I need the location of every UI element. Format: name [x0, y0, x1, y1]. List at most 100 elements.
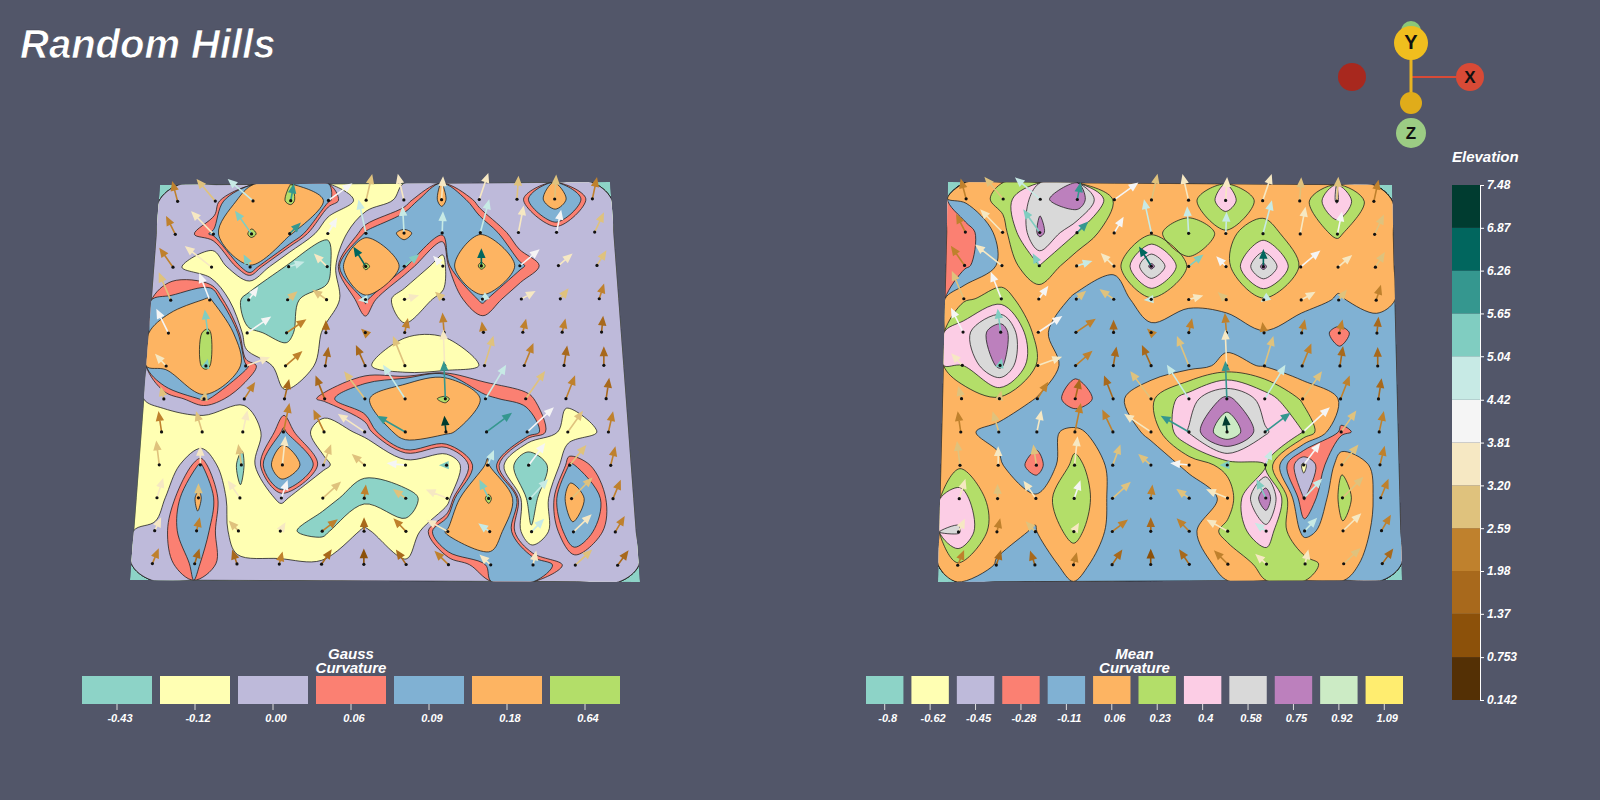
normal-arrow [1304, 480, 1321, 498]
normal-arrow [1298, 179, 1304, 201]
arrow-base [363, 397, 366, 400]
normal-arrow [1143, 347, 1151, 366]
normal-arrow [1077, 223, 1087, 233]
tick-mark [1480, 571, 1484, 572]
normal-arrow [1300, 209, 1307, 234]
arrow-base [289, 199, 292, 202]
arrow-base [364, 298, 367, 301]
normal-arrow [1102, 254, 1114, 266]
title: Random Hills [20, 22, 276, 66]
normal-arrow [958, 388, 964, 399]
normal-arrow [283, 405, 290, 432]
normal-arrow [1076, 352, 1091, 365]
normal-arrow [1140, 248, 1151, 266]
normal-arrow [244, 384, 254, 399]
legend-tick [1066, 704, 1067, 710]
normal-arrow [1343, 515, 1360, 531]
arrow-base [1300, 298, 1303, 301]
arrow-base [444, 397, 447, 400]
legend-label: 0.75 [1286, 712, 1308, 724]
arrow-base [1376, 364, 1379, 367]
legend-tick [1293, 704, 1294, 710]
normal-arrow [1162, 417, 1189, 432]
legend-label: -0.8 [878, 712, 898, 724]
tick: 2.59 [1480, 522, 1511, 536]
normal-arrow [200, 275, 210, 300]
arrow-base [169, 299, 172, 302]
arrow-base [1301, 364, 1304, 367]
normal-arrow [1037, 412, 1043, 432]
contour-band [937, 181, 1403, 584]
arrow-base [517, 231, 520, 234]
normal-arrow [1016, 179, 1040, 200]
legend-swatch [1366, 676, 1403, 704]
normal-arrow [361, 551, 367, 565]
tick: 3.81 [1480, 436, 1511, 450]
arrow-base [485, 430, 488, 433]
tick-mark [1480, 528, 1484, 529]
arrow-base [326, 265, 329, 268]
colorbar-band [1452, 185, 1480, 228]
arrow-base [957, 530, 960, 533]
arrow-base [479, 231, 482, 234]
arrow-base [1225, 430, 1228, 433]
tick-mark [1480, 228, 1484, 229]
normal-arrow [230, 522, 238, 531]
normal-arrow [592, 179, 598, 199]
arrow-base [1381, 562, 1384, 565]
legend-swatch [957, 676, 994, 704]
normal-arrow [527, 409, 552, 432]
arrow-base [1074, 364, 1077, 367]
normal-arrow [1111, 322, 1117, 333]
normal-arrow [1382, 516, 1390, 530]
normal-arrow [1104, 377, 1113, 399]
contour-band [1213, 412, 1241, 439]
normal-arrow [991, 274, 1001, 299]
normal-arrow [520, 251, 538, 266]
arrow-base [1263, 364, 1266, 367]
normal-arrow [1168, 367, 1189, 399]
normal-arrow [529, 445, 544, 466]
legend: GaussCurvature-0.43-0.120.000.060.090.18… [82, 645, 620, 724]
arrow-base [280, 496, 283, 499]
normal-arrow [1027, 523, 1035, 532]
normal-arrow [556, 212, 562, 233]
arrow-base [1111, 430, 1114, 433]
colorbar-axis: 0.1420.7531.371.982.593.203.814.425.045.… [1480, 178, 1517, 707]
normal-arrow [613, 482, 620, 499]
arrow-base [446, 530, 449, 533]
arrow-base [527, 464, 530, 467]
normal-arrow [1126, 415, 1151, 432]
arrow-base [557, 264, 560, 267]
normal-arrow [1112, 349, 1118, 366]
arrow-base [281, 463, 284, 466]
normal-arrow [1037, 384, 1047, 399]
normal-arrow [573, 516, 590, 532]
arrow-base [1340, 463, 1343, 466]
arrow-base [155, 496, 158, 499]
normal-arrow [434, 257, 442, 266]
legend-tick [1157, 704, 1158, 710]
legend-swatch [1229, 676, 1266, 704]
arrow-base [197, 496, 200, 499]
legend-label: -0.62 [921, 712, 946, 724]
arrow-base [1188, 497, 1191, 500]
normal-arrow [281, 482, 287, 498]
normal-arrow [1265, 414, 1289, 432]
normal-arrow [1076, 184, 1082, 199]
normal-arrow [959, 481, 965, 499]
arrow-base [995, 530, 998, 533]
normal-arrow [478, 250, 484, 266]
arrow-base [278, 562, 281, 565]
arrow-base [1000, 264, 1003, 267]
normal-arrow [1257, 481, 1265, 498]
arrow-base [523, 364, 526, 367]
arrow-base [1187, 397, 1190, 400]
normal-arrow [203, 311, 209, 333]
legend-swatch [1093, 676, 1130, 704]
normal-arrow [441, 462, 448, 468]
arrow-base [1336, 232, 1339, 235]
arrow-base [1149, 497, 1152, 500]
arrow-base [403, 364, 406, 367]
tick: 6.87 [1480, 221, 1512, 235]
